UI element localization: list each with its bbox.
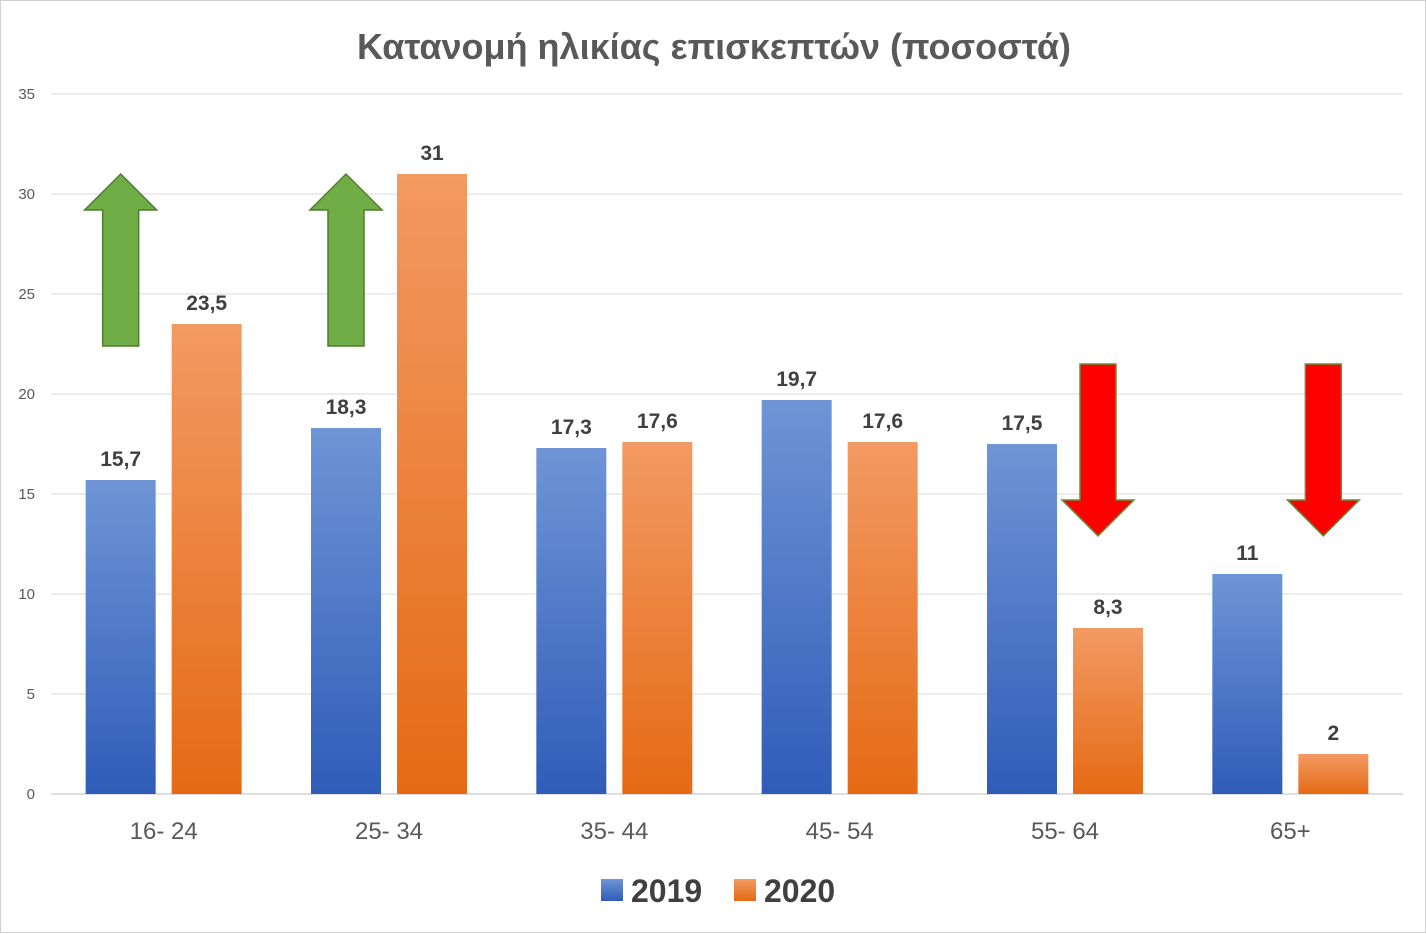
bar-2019-0 <box>85 480 156 794</box>
legend-swatch-2020 <box>734 879 756 901</box>
bar-2020-5 <box>1298 754 1369 794</box>
data-label-2019-5: 11 <box>1236 542 1259 565</box>
y-tick-label: 25 <box>18 286 35 303</box>
data-label-2019-2: 17,3 <box>551 416 592 439</box>
data-label-2019-0: 15,7 <box>100 448 141 471</box>
data-label-2020-3: 17,6 <box>862 410 903 433</box>
x-tick-label: 25- 34 <box>355 818 423 845</box>
data-label-2020-2: 17,6 <box>637 410 678 433</box>
bar-2020-1 <box>397 174 467 794</box>
legend-label-2020: 2020 <box>764 873 835 909</box>
data-label-2020-4: 8,3 <box>1093 596 1122 619</box>
y-tick-label: 35 <box>18 86 35 103</box>
y-tick-label: 30 <box>18 186 35 203</box>
y-tick-label: 10 <box>18 586 35 603</box>
x-tick-label: 55- 64 <box>1031 818 1099 845</box>
gridlines <box>51 93 1403 795</box>
bar-2020-3 <box>847 442 918 794</box>
x-axis-ticks: 16- 24 25- 34 35- 44 45- 54 55- 64 65+ <box>130 818 1311 845</box>
x-tick-label: 65+ <box>1270 818 1311 845</box>
trend-arrows <box>82 172 1362 538</box>
data-label-2020-1: 31 <box>420 142 444 165</box>
bar-2020-2 <box>622 442 693 794</box>
y-tick-label: 0 <box>27 786 35 803</box>
bars <box>85 174 1369 794</box>
x-tick-label: 35- 44 <box>580 818 648 845</box>
bar-2019-2 <box>536 448 607 794</box>
bar-2020-4 <box>1073 628 1143 794</box>
x-tick-label: 16- 24 <box>130 818 198 845</box>
arrow-down-icon <box>1285 363 1362 538</box>
bar-2019-1 <box>311 428 381 794</box>
y-axis-ticks: 0 5 10 15 20 25 30 35 <box>18 86 35 803</box>
y-tick-label: 5 <box>27 686 35 703</box>
y-tick-label: 20 <box>18 386 35 403</box>
data-labels: 15,7 23,5 18,3 31 17,3 17,6 19,7 17,6 17,5 8,3 11 2 <box>100 142 1339 745</box>
data-label-2019-4: 17,5 <box>1002 412 1043 435</box>
bar-2019-5 <box>1212 574 1283 794</box>
y-tick-label: 15 <box>18 486 35 503</box>
legend-swatch-2019 <box>601 879 623 901</box>
data-label-2020-5: 2 <box>1327 722 1339 745</box>
arrow-up-icon <box>308 172 384 347</box>
legend: 2019 2020 <box>601 873 835 909</box>
data-label-2019-1: 18,3 <box>326 396 367 419</box>
x-tick-label: 45- 54 <box>806 818 874 845</box>
arrow-up-icon <box>82 172 159 347</box>
bar-2019-3 <box>761 400 832 794</box>
data-label-2019-3: 19,7 <box>776 368 817 391</box>
bar-2019-4 <box>987 444 1057 794</box>
chart-title: Κατανομή ηλικίας επισκεπτών (ποσοστά) <box>357 26 1071 67</box>
bar-2020-0 <box>171 324 242 794</box>
legend-label-2019: 2019 <box>631 873 702 909</box>
data-label-2020-0: 23,5 <box>186 292 227 315</box>
arrow-down-icon <box>1060 363 1136 538</box>
